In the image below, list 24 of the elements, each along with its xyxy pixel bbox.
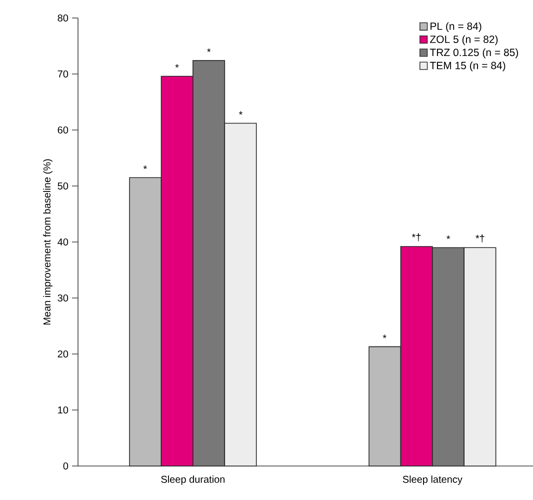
y-tick-label: 60 [58,126,68,134]
legend-label: TRZ 0.125 (n = 85) [430,48,518,58]
y-tick-label: 0 [63,462,68,470]
data-label: * [143,166,147,170]
y-tick-label: 70 [58,70,68,78]
data-label: * [446,236,450,240]
y-tick-label: 40 [58,238,68,246]
x-tick-label: Sleep duration [161,476,225,485]
data-label: *† [476,234,484,242]
legend-label: PL (n = 84) [430,22,482,32]
legend-label: TEM 15 (n = 84) [430,62,506,72]
y-tick-label: 50 [58,182,68,190]
data-label: * [382,334,386,338]
y-axis-title: Mean improvement from baseline (%) [43,159,52,325]
x-tick-label: Sleep latency [402,476,462,485]
data-label: * [175,64,179,68]
data-label: * [238,111,243,115]
data-label: * [207,48,211,52]
y-tick-label: 20 [58,350,68,358]
y-tick-label: 10 [58,406,68,414]
legend-label: ZOL 5 (n = 82) [430,35,498,46]
data-label: *† [412,233,421,242]
y-tick-label: 80 [58,14,68,22]
y-tick-label: 30 [58,294,68,302]
